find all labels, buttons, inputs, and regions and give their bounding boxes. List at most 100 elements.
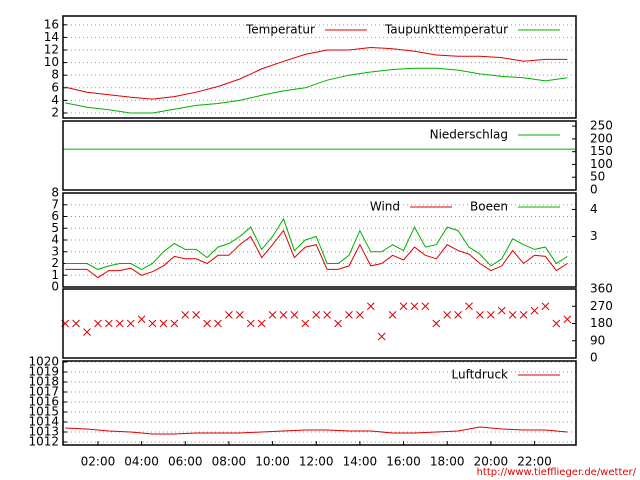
x-tick-label: 10:00 xyxy=(255,455,290,469)
panel-frame xyxy=(62,360,577,446)
y2-tick-label: 4 xyxy=(590,202,598,216)
y-tick-label: 250 xyxy=(590,119,613,133)
y-tick-label: 1020 xyxy=(28,355,59,369)
y-tick-label: 1 xyxy=(51,268,59,282)
y-tick-label: 1013 xyxy=(28,425,59,439)
direction-marker xyxy=(214,319,222,328)
y-tick-label: 12 xyxy=(44,43,59,57)
y-tick-label: 200 xyxy=(590,131,613,145)
direction-marker xyxy=(257,319,266,328)
x-tick-label: 06:00 xyxy=(168,455,203,469)
legend-label: Temperatur xyxy=(245,23,315,37)
series-line xyxy=(65,426,568,435)
direction-marker xyxy=(94,319,102,328)
direction-marker xyxy=(476,311,484,319)
y-tick-label: 1015 xyxy=(28,405,59,419)
direction-marker xyxy=(181,311,190,319)
y-tick-label: 1016 xyxy=(28,395,59,409)
legend-label: Boeen xyxy=(470,200,508,214)
series-line xyxy=(65,46,568,100)
direction-marker xyxy=(508,311,517,319)
y-tick-label: 100 xyxy=(590,157,613,171)
direction-marker xyxy=(246,319,255,328)
legend-label: Wind xyxy=(370,200,400,214)
direction-marker xyxy=(137,315,146,324)
y-tick-label: 270 xyxy=(590,299,613,313)
x-tick-label: 16:00 xyxy=(386,455,421,469)
direction-marker xyxy=(377,332,386,341)
direction-marker xyxy=(301,319,310,328)
x-tick-label: 04:00 xyxy=(124,455,159,469)
direction-marker xyxy=(203,319,211,328)
x-tick-label: 14:00 xyxy=(343,455,378,469)
footer-url: http://www.tiefflieger.de/wetter/ xyxy=(477,467,637,478)
direction-marker xyxy=(290,311,299,319)
y-tick-label: 180 xyxy=(590,316,613,330)
y-tick-label: 16 xyxy=(44,17,59,31)
panel-frame xyxy=(62,120,577,191)
direction-marker xyxy=(225,311,233,319)
y-tick-label: 10 xyxy=(44,55,59,69)
direction-marker xyxy=(356,311,364,319)
direction-marker xyxy=(268,311,277,319)
y-tick-label: 4 xyxy=(51,233,59,247)
y-tick-label: 1019 xyxy=(28,365,59,379)
direction-marker xyxy=(312,311,321,319)
direction-marker xyxy=(83,328,91,336)
legend-label: Niederschlag xyxy=(430,128,508,142)
y-tick-label: 150 xyxy=(590,144,613,158)
series-line xyxy=(65,217,568,270)
y-tick-label: 5 xyxy=(51,221,59,235)
series-line xyxy=(65,67,568,114)
panel-frame xyxy=(62,192,577,288)
direction-marker xyxy=(334,319,342,328)
direction-marker xyxy=(159,319,168,328)
direction-marker xyxy=(126,319,135,328)
direction-marker xyxy=(72,319,80,328)
y-tick-label: 7 xyxy=(51,197,59,211)
y-tick-label: 6 xyxy=(51,80,59,94)
direction-marker xyxy=(530,306,539,315)
panel-frame xyxy=(62,15,577,119)
panel-frame xyxy=(62,288,577,359)
x-tick-label: 22:00 xyxy=(517,455,552,469)
y-tick-label: 90 xyxy=(590,333,605,347)
direction-marker xyxy=(563,315,572,324)
y-tick-label: 1012 xyxy=(28,435,59,449)
direction-marker xyxy=(497,306,506,315)
direction-marker xyxy=(366,302,375,311)
x-tick-label: 18:00 xyxy=(430,455,465,469)
legend-label: Taupunkttemperatur xyxy=(384,23,508,37)
direction-marker xyxy=(432,319,441,328)
direction-marker xyxy=(235,311,244,319)
x-tick-label: 12:00 xyxy=(299,455,334,469)
y-tick-label: 1017 xyxy=(28,385,59,399)
y-tick-label: 4 xyxy=(51,93,59,107)
direction-marker xyxy=(399,302,408,311)
direction-marker xyxy=(192,311,201,319)
direction-marker xyxy=(454,311,462,319)
direction-marker xyxy=(148,319,157,328)
x-tick-label: 20:00 xyxy=(474,455,509,469)
direction-marker xyxy=(104,319,113,328)
y-tick-label: 1018 xyxy=(28,375,59,389)
y-tick-label: 2 xyxy=(51,256,59,270)
y-tick-label: 8 xyxy=(51,186,59,200)
y-tick-label: 360 xyxy=(590,282,613,296)
y-tick-label: 6 xyxy=(51,209,59,223)
legend-label: Luftdruck xyxy=(451,368,508,382)
y-tick-label: 1014 xyxy=(28,415,59,429)
y-tick-label: 0 xyxy=(590,351,598,365)
direction-marker xyxy=(487,311,495,319)
y-tick-label: 3 xyxy=(51,244,59,258)
y-tick-label: 2 xyxy=(51,105,59,119)
direction-marker xyxy=(115,319,124,328)
x-tick-label: 02:00 xyxy=(81,455,116,469)
direction-marker xyxy=(388,311,397,319)
direction-marker xyxy=(421,302,430,311)
y-tick-label: 14 xyxy=(44,30,59,44)
series-line xyxy=(65,229,568,279)
direction-marker xyxy=(552,319,561,328)
y2-tick-label: 3 xyxy=(590,229,598,243)
